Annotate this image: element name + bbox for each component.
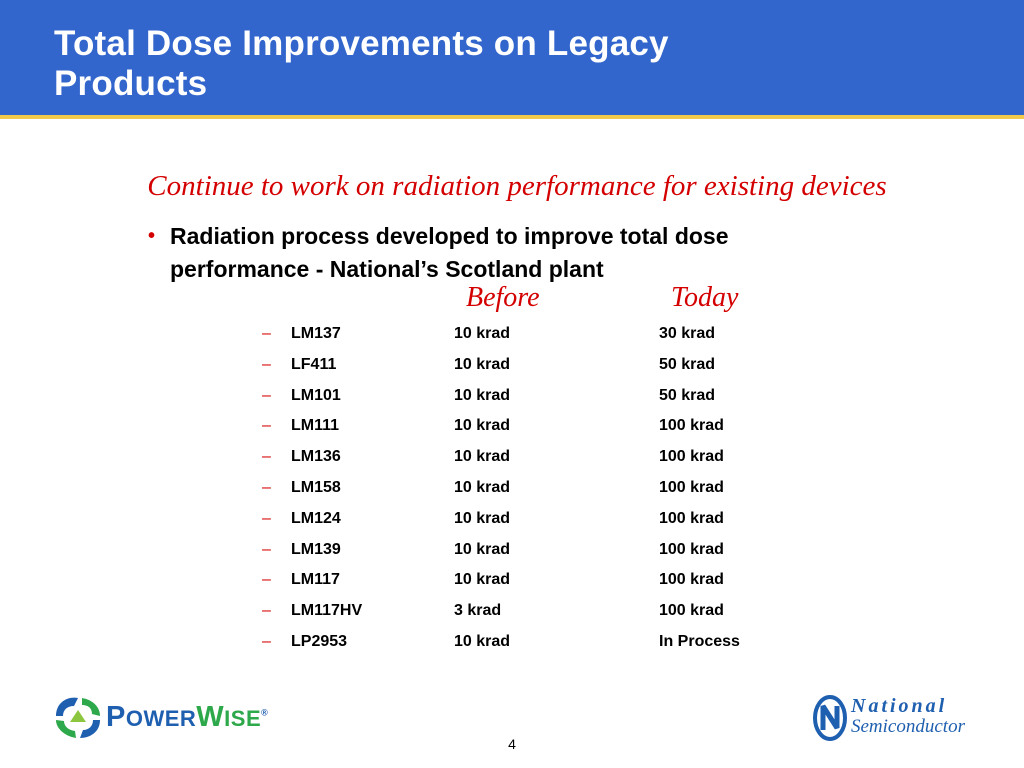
- dash-icon: –: [262, 448, 271, 466]
- semiconductor-wordmark: Semiconductor: [851, 716, 965, 737]
- before-value: 3 krad: [454, 602, 502, 620]
- before-value: 10 krad: [454, 632, 511, 650]
- dash-icon: –: [262, 540, 271, 558]
- part-number: LF411: [291, 355, 337, 373]
- national-n-icon: [813, 695, 847, 741]
- column-header-today: Today: [671, 282, 739, 313]
- bullet-text-line-1: Radiation process developed to improve t…: [170, 223, 729, 249]
- table-row: – LF411 10 krad 50 krad: [262, 353, 862, 384]
- part-number: LM111: [291, 417, 340, 435]
- table-row: – LM137 10 krad 30 krad: [262, 322, 862, 353]
- today-value: In Process: [659, 632, 740, 650]
- part-number: LM101: [291, 386, 341, 404]
- today-value: 30 krad: [659, 325, 716, 342]
- page-number: 4: [508, 736, 516, 752]
- powerwise-wordmark: POWERWISE®: [106, 701, 268, 734]
- table-row: – LM124 10 krad 100 krad: [262, 507, 862, 538]
- table-row: – LM139 10 krad 100 krad: [262, 538, 862, 569]
- column-header-before: Before: [466, 282, 540, 313]
- slide-title-line-1: Total Dose Improvements on Legacy: [54, 24, 669, 63]
- before-value: 10 krad: [454, 325, 511, 342]
- today-value: 100 krad: [659, 509, 724, 527]
- today-value: 50 krad: [659, 355, 716, 373]
- dash-icon: –: [262, 478, 271, 496]
- header-rule: [0, 115, 1024, 119]
- today-value: 100 krad: [659, 571, 724, 589]
- bullet-text-line-2: performance - National’s Scotland plant: [170, 256, 604, 282]
- bullet-dot-icon: •: [148, 225, 156, 247]
- today-value: 100 krad: [659, 448, 724, 466]
- part-number: LM124: [291, 509, 341, 527]
- slide-subtitle: Continue to work on radiation performanc…: [147, 170, 887, 202]
- device-table: – LM137 10 krad 30 krad – LF411 10 krad 50 kra…: [262, 322, 862, 661]
- table-row: – LM136 10 krad 100 krad: [262, 445, 862, 476]
- powerwise-ower: OWER: [125, 706, 197, 731]
- table-row: – LM158 10 krad 100 krad: [262, 476, 862, 507]
- dash-icon: –: [262, 632, 271, 650]
- part-number: LM136: [291, 448, 341, 466]
- powerwise-w: W: [196, 701, 225, 733]
- slide-title-line-2: Products: [54, 64, 208, 103]
- before-value: 10 krad: [454, 509, 511, 527]
- table-row: – LP2953 10 krad In Process: [262, 630, 862, 661]
- dash-icon: –: [262, 355, 271, 373]
- part-number: LM139: [291, 540, 341, 558]
- before-value: 10 krad: [454, 417, 511, 435]
- before-value: 10 krad: [454, 355, 511, 373]
- table-row: – LM111 10 krad 100 krad: [262, 414, 862, 445]
- before-value: 10 krad: [454, 386, 511, 404]
- part-number: LP2953: [291, 632, 348, 650]
- powerwise-arrows-icon: [56, 697, 100, 738]
- before-value: 10 krad: [454, 478, 511, 496]
- part-number: LM158: [291, 478, 341, 496]
- today-value: 100 krad: [659, 540, 724, 558]
- part-number: LM137: [291, 325, 341, 342]
- part-number: LM117HV: [291, 602, 363, 620]
- national-wordmark: National: [851, 695, 948, 717]
- before-value: 10 krad: [454, 448, 511, 466]
- dash-icon: –: [262, 325, 271, 342]
- bullet-point: • Radiation process developed to improve…: [148, 220, 868, 286]
- powerwise-p: P: [106, 701, 126, 733]
- registered-mark: ®: [261, 707, 269, 718]
- dash-icon: –: [262, 571, 271, 589]
- slide-title: Total Dose Improvements on Legacy Produc…: [54, 24, 994, 104]
- part-number: LM117: [291, 571, 340, 589]
- today-value: 50 krad: [659, 386, 716, 404]
- before-value: 10 krad: [454, 571, 511, 589]
- before-value: 10 krad: [454, 540, 511, 558]
- today-value: 100 krad: [659, 478, 724, 496]
- powerwise-ise: ISE: [224, 706, 262, 731]
- dash-icon: –: [262, 417, 271, 435]
- dash-icon: –: [262, 602, 271, 620]
- today-value: 100 krad: [659, 602, 724, 620]
- table-row: – LM117 10 krad 100 krad: [262, 568, 862, 599]
- table-row: – LM101 10 krad 50 krad: [262, 384, 862, 415]
- dash-icon: –: [262, 509, 271, 527]
- table-row: – LM117HV 3 krad 100 krad: [262, 599, 862, 630]
- dash-icon: –: [262, 386, 271, 404]
- today-value: 100 krad: [659, 417, 724, 435]
- header-band: [0, 0, 1024, 115]
